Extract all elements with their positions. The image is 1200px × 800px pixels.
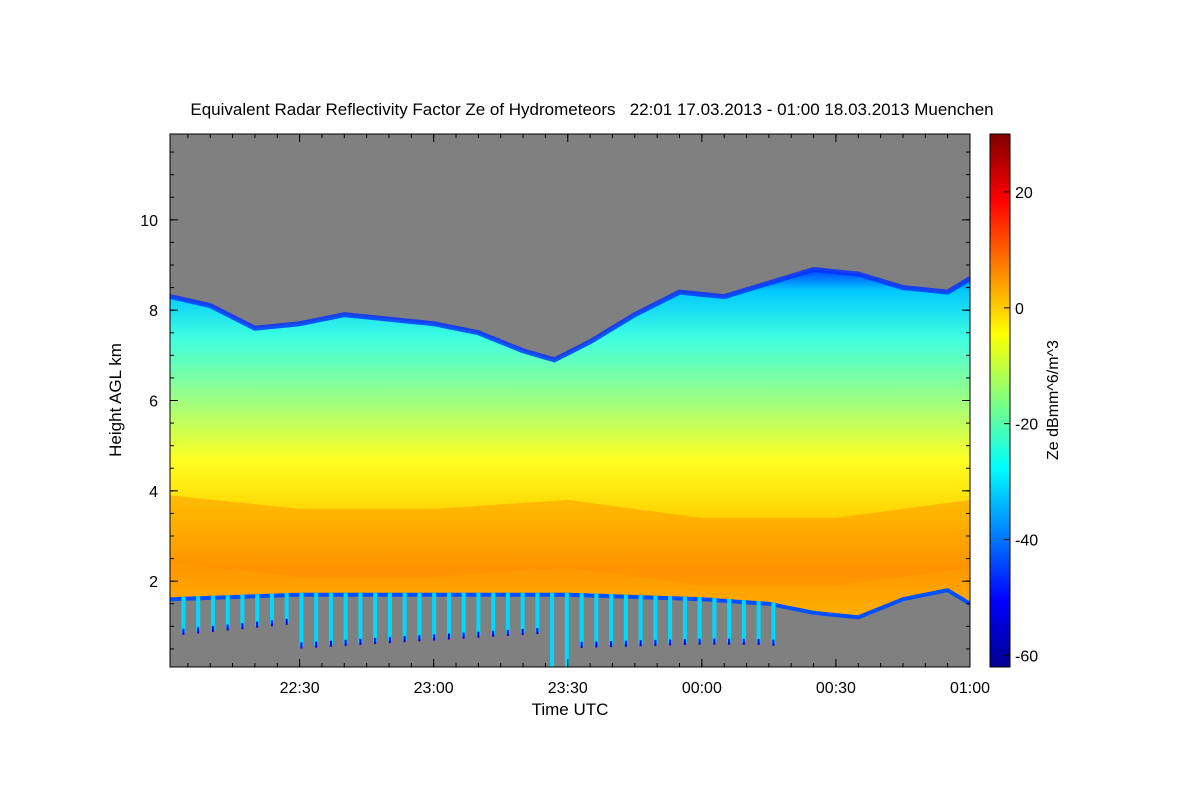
fall-streak [181, 596, 186, 635]
x-tick-label: 00:30 [816, 680, 856, 697]
y-axis-label: Height AGL km [106, 343, 125, 457]
y-tick-label: 4 [149, 484, 158, 501]
chart-title: Equivalent Radar Reflectivity Factor Ze … [190, 100, 993, 119]
fall-streak [299, 592, 304, 649]
plot-area [170, 134, 970, 667]
colorbar-tick-label: 0 [1015, 301, 1024, 318]
max-reflectivity-band [170, 495, 970, 586]
fall-streak [520, 592, 525, 636]
fall-streak [196, 596, 201, 634]
fall-streak [727, 599, 732, 645]
fall-streak [476, 592, 481, 638]
x-tick-label: 23:30 [548, 680, 588, 697]
fall-streak [505, 592, 510, 636]
x-axis-label: Time UTC [532, 700, 609, 719]
y-tick-label: 2 [149, 574, 158, 591]
fall-streak [491, 592, 496, 637]
cloud-echo-region [170, 269, 970, 618]
fall-streak [446, 592, 451, 640]
y-tick-label: 10 [140, 213, 158, 230]
colorbar-tick-label: -20 [1015, 417, 1038, 434]
fall-streak [284, 593, 289, 625]
fall-streaks [181, 592, 776, 667]
fall-streak [638, 595, 643, 647]
fall-streak [417, 592, 422, 642]
fall-streak [771, 602, 776, 646]
x-tick-label: 22:30 [280, 680, 320, 697]
x-tick-label: 23:00 [414, 680, 454, 697]
colorbar-tick-label: 20 [1015, 185, 1033, 202]
colorbar [989, 133, 1011, 668]
colorbar-axis: 20 0 -20 -40 -60 [1004, 185, 1038, 665]
fall-streak [461, 592, 466, 639]
x-tick-label: 01:00 [950, 680, 990, 697]
fall-streak [623, 594, 628, 647]
y-tick-label: 6 [149, 394, 158, 411]
fall-streak [314, 592, 319, 648]
fall-streak [756, 601, 761, 645]
fall-streak [550, 592, 555, 667]
fall-streak [387, 592, 392, 644]
fall-streak [373, 592, 378, 645]
fall-streak [697, 597, 702, 645]
colorbar-tick-label: -40 [1015, 533, 1038, 550]
fall-streak [668, 596, 673, 646]
fall-streak [343, 592, 348, 646]
fall-streak [535, 592, 540, 635]
colorbar-tick-label: -60 [1015, 648, 1038, 665]
fall-streak [594, 593, 599, 648]
fall-streak [210, 595, 215, 632]
fall-streak [255, 594, 260, 628]
y-tick-label: 8 [149, 303, 158, 320]
fall-streak [653, 595, 658, 646]
fall-streak [328, 592, 333, 647]
fall-streak [609, 594, 614, 648]
fall-streak [358, 592, 363, 645]
fall-streak [564, 592, 569, 667]
fall-streak [240, 594, 245, 630]
y-axis: 2 4 6 8 10 [140, 151, 970, 650]
colorbar-label: Ze dBmm^6/m^3 [1045, 340, 1062, 460]
x-tick-label: 00:00 [682, 680, 722, 697]
fall-streak [682, 596, 687, 646]
fall-streak [225, 595, 230, 631]
fall-streak [712, 598, 717, 645]
fall-streak [402, 592, 407, 643]
fall-streak [432, 592, 437, 641]
fall-streak [269, 593, 274, 627]
x-axis: 22:30 23:00 23:30 00:00 00:30 01:00 [187, 134, 990, 697]
fall-streak [741, 600, 746, 645]
cloud-top-edge [170, 266, 970, 363]
fall-streak [579, 593, 584, 648]
